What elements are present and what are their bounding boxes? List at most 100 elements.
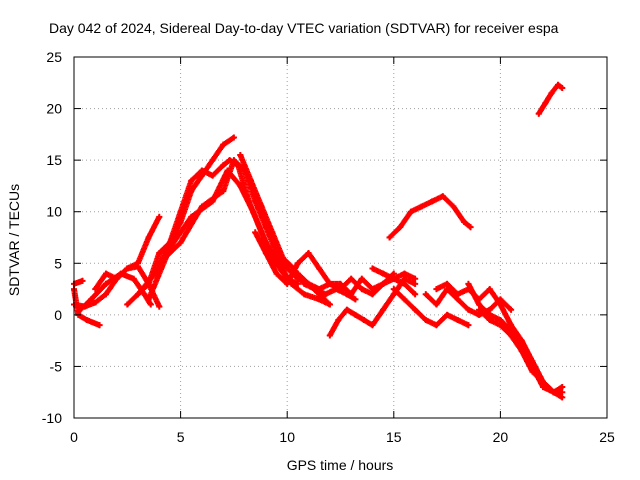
series-track-o: [390, 286, 472, 329]
data-point: [102, 280, 109, 287]
data-point: [529, 368, 536, 375]
data-point: [508, 327, 515, 334]
data-point: [450, 203, 457, 210]
data-point: [559, 394, 566, 401]
data-point: [454, 317, 461, 324]
y-tick-label: -10: [42, 410, 62, 426]
data-point: [326, 280, 333, 287]
data-point: [141, 291, 148, 298]
y-tick-label: 10: [46, 204, 62, 220]
data-point: [177, 208, 184, 215]
y-tick-label: 20: [46, 101, 62, 117]
x-axis-label: GPS time / hours: [287, 457, 394, 473]
data-point: [465, 306, 472, 313]
data-point: [476, 301, 483, 308]
y-tick-label: 0: [54, 307, 62, 323]
data-point: [412, 291, 419, 298]
data-point: [294, 270, 301, 277]
data-point: [156, 303, 163, 310]
data-point: [461, 219, 468, 226]
data-point: [156, 249, 163, 256]
data-point: [559, 384, 566, 391]
data-point: [348, 275, 355, 282]
data-point: [209, 157, 216, 164]
data-point: [92, 286, 99, 293]
data-point: [548, 90, 555, 97]
series-marker-trail: [386, 193, 474, 241]
data-point: [540, 378, 547, 385]
y-tick-label: -5: [50, 358, 63, 374]
data-point: [390, 291, 397, 298]
data-point: [237, 151, 244, 158]
data-point: [316, 286, 323, 293]
data-point: [486, 286, 493, 293]
data-point: [554, 81, 561, 88]
data-point: [220, 162, 227, 169]
series-track-p: [422, 286, 515, 318]
data-point: [559, 84, 566, 91]
data-point: [412, 275, 419, 282]
data-point: [102, 291, 109, 298]
data-point: [130, 275, 137, 282]
data-point: [258, 203, 265, 210]
data-point: [250, 208, 257, 215]
data-point: [294, 260, 301, 267]
data-point: [369, 286, 376, 293]
data-point: [444, 286, 451, 293]
data-point: [198, 167, 205, 174]
data-point: [273, 270, 280, 277]
data-point: [433, 322, 440, 329]
data-point: [444, 280, 451, 287]
y-axis-label: SDTVAR / TECUs: [6, 184, 22, 296]
series-track-n: [369, 265, 419, 282]
data-point: [316, 265, 323, 272]
data-point: [476, 311, 483, 318]
data-point: [335, 317, 342, 324]
data-point: [508, 332, 515, 339]
data-point: [467, 224, 474, 231]
data-point: [559, 389, 566, 396]
data-point: [301, 291, 308, 298]
data-point: [177, 239, 184, 246]
data-point: [518, 347, 525, 354]
data-point: [535, 110, 542, 117]
data-point: [390, 275, 397, 282]
data-point: [326, 332, 333, 339]
data-point: [508, 306, 515, 313]
x-tick-label: 0: [70, 429, 78, 445]
data-point: [465, 322, 472, 329]
data-point: [252, 229, 259, 236]
series-track-s: [476, 306, 566, 396]
data-point: [540, 384, 547, 391]
data-point: [352, 311, 359, 318]
data-point: [401, 270, 408, 277]
data-point: [134, 291, 141, 298]
data-point: [358, 286, 365, 293]
data-point: [497, 322, 504, 329]
data-point: [337, 286, 344, 293]
data-point: [422, 291, 429, 298]
data-point: [198, 203, 205, 210]
data-point: [360, 317, 367, 324]
data-point: [454, 291, 461, 298]
data-point: [88, 296, 95, 303]
data-point: [422, 317, 429, 324]
data-point: [92, 299, 99, 306]
data-point: [145, 296, 152, 303]
data-point: [433, 301, 440, 308]
data-point: [230, 157, 237, 164]
data-point: [79, 277, 86, 284]
data-point: [279, 255, 286, 262]
data-point: [198, 172, 205, 179]
data-point: [550, 389, 557, 396]
data-point: [407, 208, 414, 215]
data-point: [209, 172, 216, 179]
data-point: [96, 322, 103, 329]
data-point: [380, 280, 387, 287]
data-point: [75, 308, 82, 315]
y-axis: -10 -5 0 5 10 15 20 25: [42, 49, 607, 426]
series-track-d: [75, 270, 154, 315]
data-point: [380, 270, 387, 277]
data-point: [156, 213, 163, 220]
